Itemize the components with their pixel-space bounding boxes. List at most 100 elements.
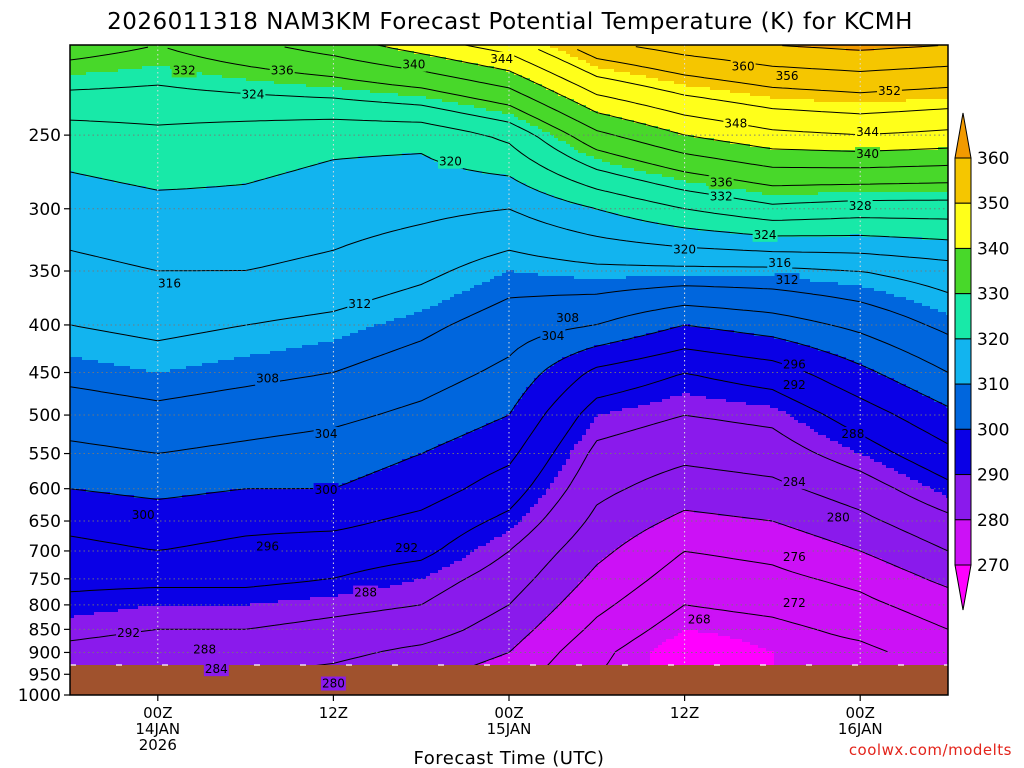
contour-label-bg [708, 189, 734, 204]
fill-cell [690, 135, 695, 184]
fill-cell [278, 489, 283, 601]
contour-308 [70, 285, 948, 402]
fill-cell [402, 96, 407, 154]
fill-cell [642, 276, 647, 337]
fill-cell [194, 189, 199, 367]
fill-cell [70, 45, 75, 76]
fill-cell [546, 195, 551, 277]
fill-cell [746, 642, 751, 685]
fill-cell [754, 336, 759, 406]
contour-label-bg [116, 626, 141, 641]
fill-cell [558, 45, 563, 52]
fill-cell [518, 183, 523, 274]
fill-cell [158, 372, 163, 499]
fill-cell [498, 420, 503, 538]
fill-cell [938, 147, 943, 193]
fill-cell [622, 168, 627, 217]
fill-cell [378, 45, 383, 94]
contour-label-bg [855, 124, 880, 139]
fill-cell [890, 564, 895, 695]
colorbar-segment [954, 428, 972, 476]
fill-cell [894, 150, 899, 193]
fill-cell [562, 357, 567, 466]
colorbar-top-arrow [954, 112, 972, 159]
fill-cell [70, 171, 75, 358]
fill-cell [838, 285, 843, 358]
fill-cell [698, 183, 703, 232]
fill-cell [98, 72, 103, 178]
fill-cell [742, 333, 747, 403]
fill-cell [106, 492, 111, 613]
fill-cell [302, 45, 307, 85]
fill-cell [658, 645, 663, 679]
fill-cell [522, 45, 527, 79]
fill-cell [174, 45, 179, 70]
fill-cell [622, 120, 627, 169]
fill-cell [206, 492, 211, 607]
fill-cell [598, 159, 603, 211]
fill-cell [826, 351, 831, 439]
fill-cell [218, 492, 223, 607]
fill-cell [750, 234, 755, 277]
fill-cell [406, 153, 411, 316]
colorbar-segment [954, 474, 972, 521]
fill-cell [306, 168, 311, 346]
fill-cell [478, 45, 483, 67]
fill-cell [902, 237, 907, 298]
fill-cell [466, 432, 471, 556]
fill-cell [926, 192, 931, 241]
fill-cell [450, 60, 455, 103]
fill-cell [554, 48, 559, 94]
fill-cell [366, 474, 371, 592]
fill-cell [382, 93, 387, 157]
y-tick-label: 600 [29, 480, 61, 500]
fill-cell [790, 150, 795, 196]
contour-label-bg [347, 297, 373, 312]
fill-cell [562, 201, 567, 277]
fill-cell [510, 177, 515, 271]
credit-link[interactable]: coolwx.com/modelts [849, 741, 1012, 759]
fill-cell [578, 45, 583, 61]
fill-cell [410, 582, 415, 682]
fill-cell [126, 69, 131, 184]
fill-cell [570, 354, 575, 451]
fill-cell [158, 498, 163, 607]
fill-cell [866, 288, 871, 370]
fill-cell [938, 402, 943, 493]
fill-cell [662, 519, 667, 643]
fill-cell [110, 495, 115, 613]
fill-cell [114, 45, 119, 73]
fill-cell [694, 45, 699, 88]
fill-cell [910, 192, 915, 238]
fill-cell [570, 591, 575, 695]
fill-cell [338, 486, 343, 595]
fill-cell [246, 81, 251, 184]
fill-cell [778, 99, 783, 151]
contour-label-bg [269, 63, 295, 78]
fill-cell [606, 414, 611, 556]
fill-cell [434, 45, 439, 58]
fill-cell [934, 309, 939, 403]
fill-cell [314, 345, 319, 490]
fill-cell [846, 192, 851, 238]
fill-cell [94, 492, 99, 613]
fill-cell [306, 489, 311, 601]
fill-cell [766, 519, 771, 652]
fill-cell [882, 375, 887, 466]
fill-cell [678, 327, 683, 397]
fill-cell [842, 102, 847, 151]
fill-cell [810, 48, 815, 100]
fill-cell [202, 363, 207, 496]
contour-label: 316 [768, 256, 791, 270]
fill-cell [866, 555, 871, 695]
fill-cell [102, 72, 107, 181]
fill-cell [634, 408, 639, 538]
fill-cell [686, 183, 691, 229]
fill-cell [450, 564, 455, 676]
fill-cell [870, 45, 875, 52]
contour-label: 336 [271, 63, 294, 77]
fill-cell [550, 366, 555, 484]
fill-cell [570, 99, 575, 148]
fill-cell [906, 570, 911, 695]
